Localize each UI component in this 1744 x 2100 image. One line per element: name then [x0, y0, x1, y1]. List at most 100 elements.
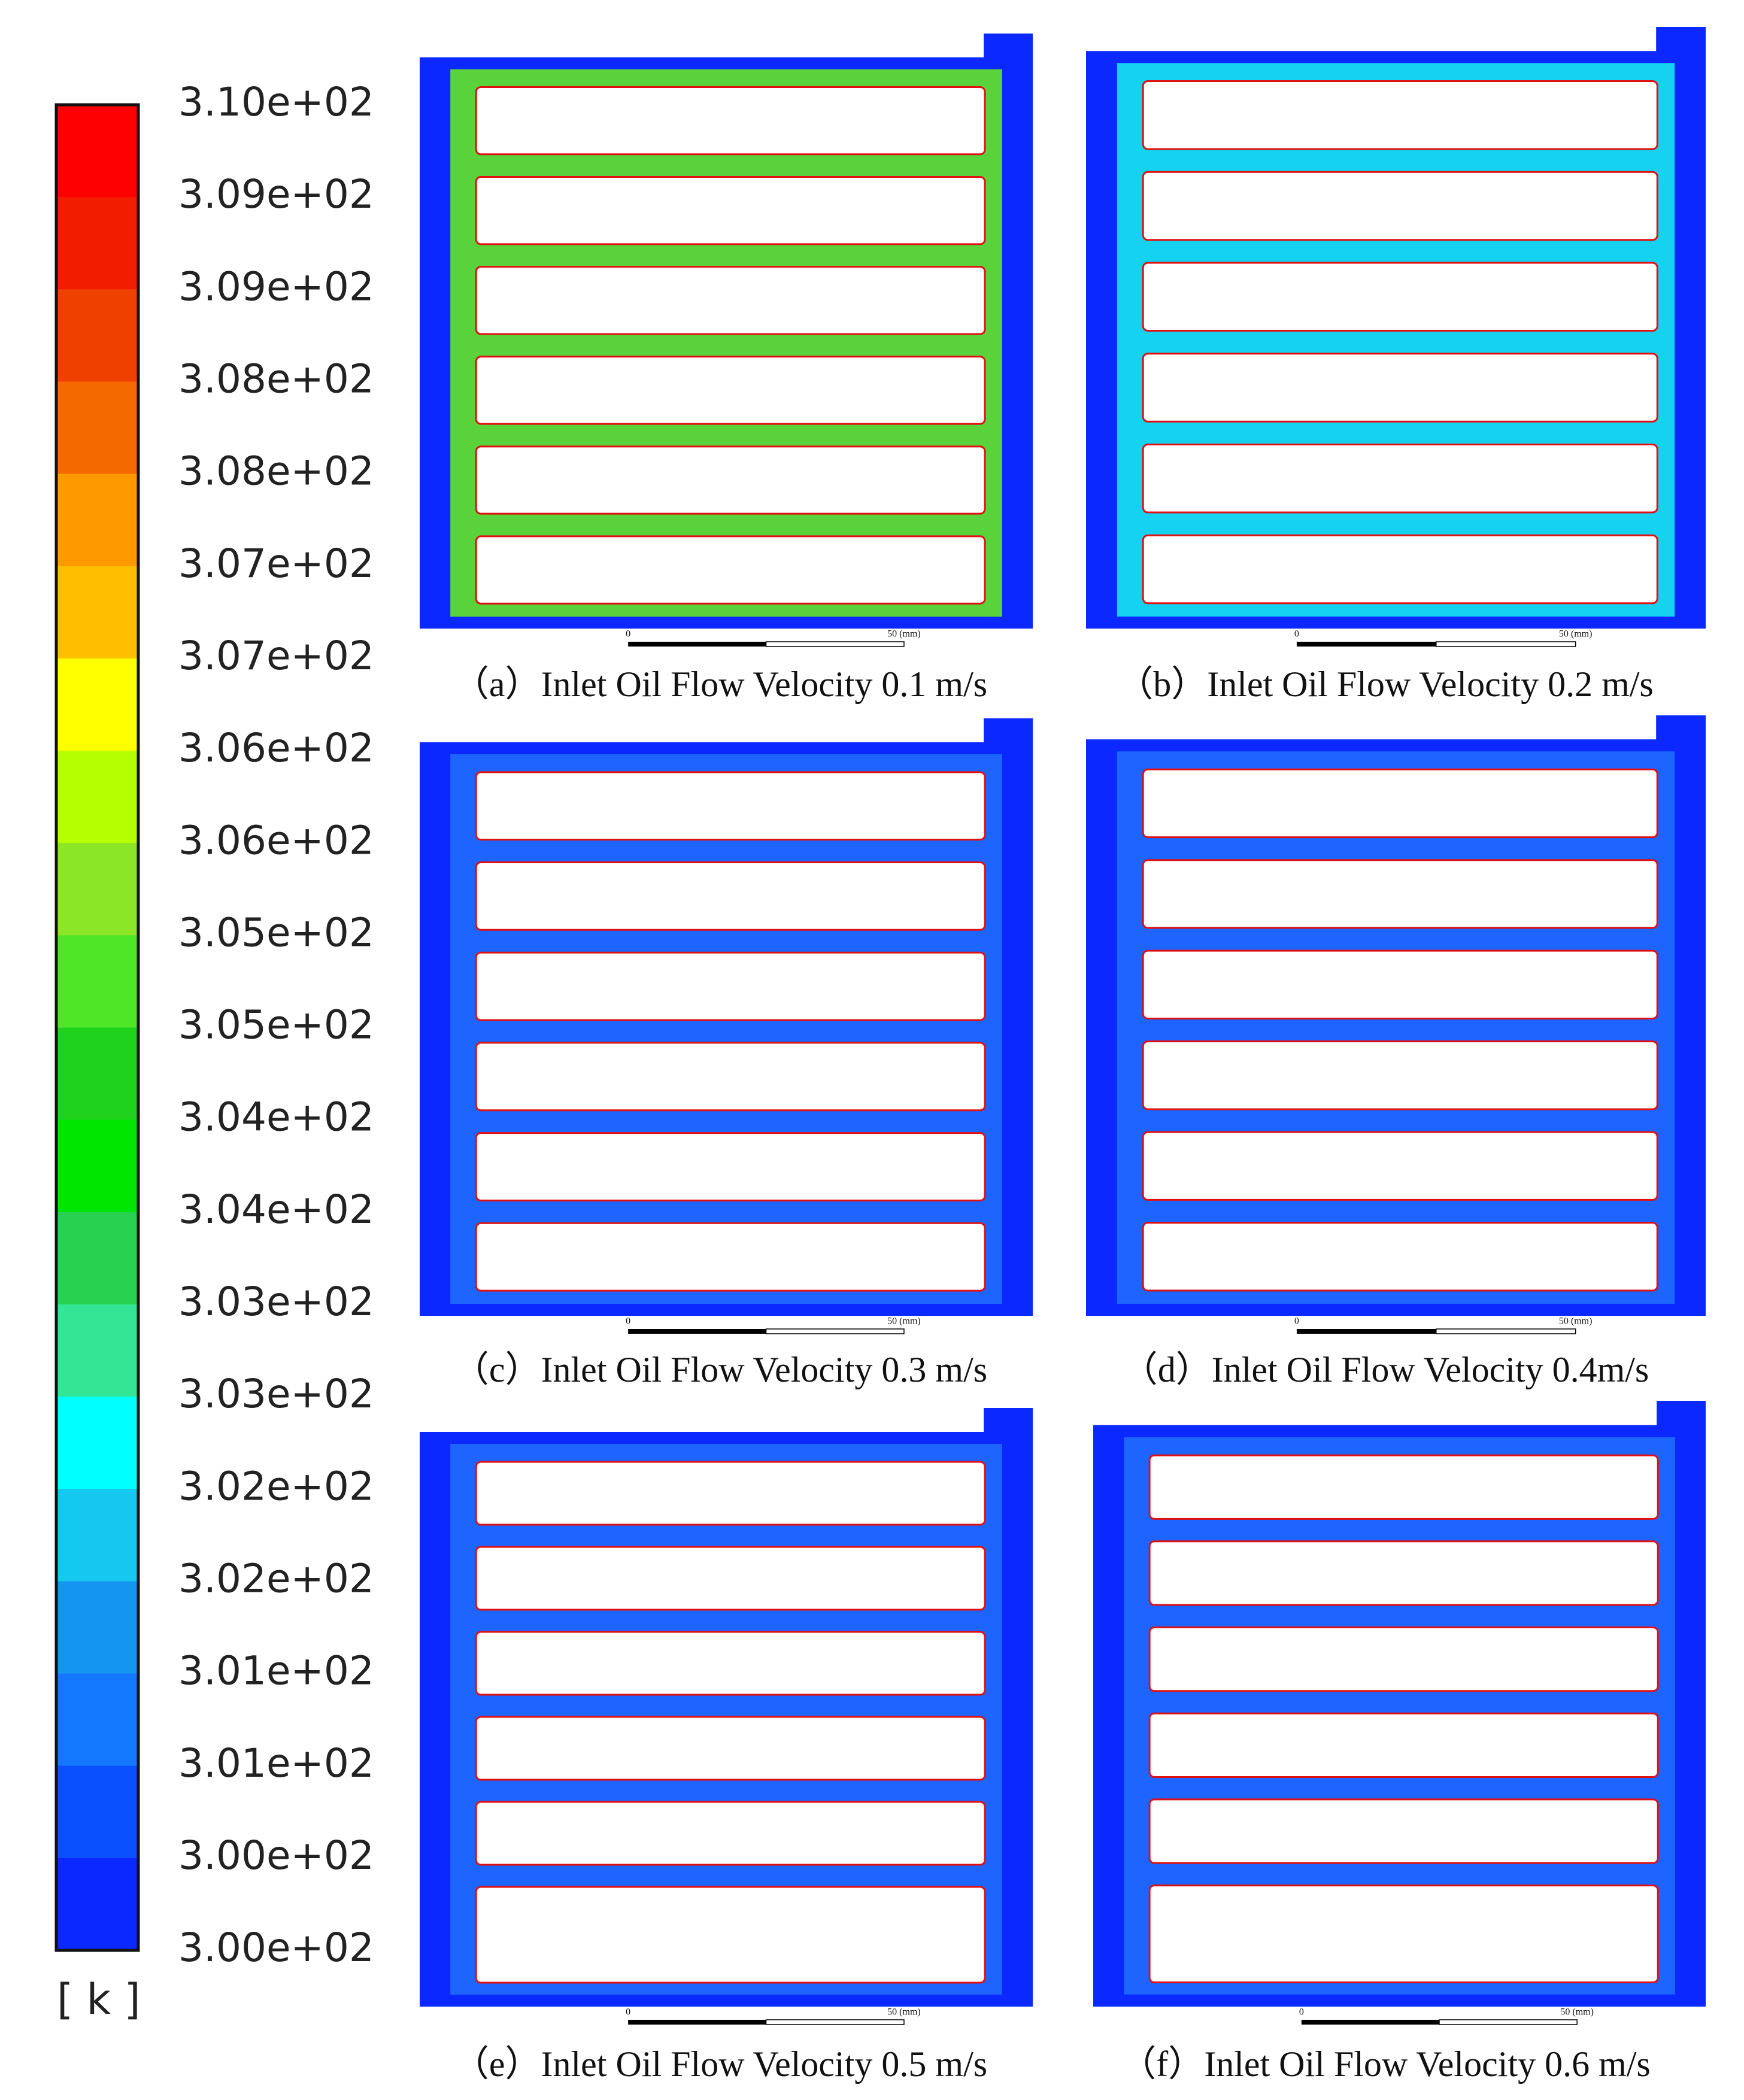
colorbar-label: 3.03e+02: [178, 1371, 374, 1417]
plate: [475, 1801, 986, 1866]
plate: [475, 1461, 986, 1526]
panel-caption: （e）Inlet Oil Flow Velocity 0.5 m/s: [453, 2044, 987, 2084]
plate: [475, 1886, 986, 1984]
plate: [1142, 1131, 1658, 1201]
colorbar-label: 3.01e+02: [178, 1648, 374, 1694]
bottom-strip: [468, 629, 1033, 653]
colorbar-unit: [ k ]: [57, 1975, 141, 2024]
scale-start: 0: [626, 1316, 630, 1327]
plate: [1148, 1540, 1659, 1606]
plate: [475, 535, 986, 605]
colorbar-band: [56, 197, 138, 290]
plate: [475, 951, 986, 1021]
plate: [1142, 353, 1658, 423]
plate: [475, 1042, 986, 1112]
plate: [1142, 262, 1658, 332]
plate: [1142, 1222, 1658, 1292]
panel-caption: （d）Inlet Oil Flow Velocity 0.4m/s: [1122, 1350, 1649, 1389]
bottom-strip: [1142, 2007, 1706, 2031]
colorbar-band: [56, 1765, 138, 1859]
colorbar-band: [56, 1858, 138, 1951]
panel-caption: （a）Inlet Oil Flow Velocity 0.1 m/s: [453, 664, 987, 704]
contour-panel: 0 50 (mm): [420, 1408, 1033, 2031]
scale-start: 0: [1294, 629, 1299, 639]
bottom-strip: [1135, 629, 1706, 653]
colorbar-label: 3.06e+02: [178, 725, 374, 771]
panel-caption: （c）Inlet Oil Flow Velocity 0.3 m/s: [453, 1350, 987, 1389]
scale-bar-black: [1296, 642, 1436, 647]
colorbar-band: [56, 1489, 138, 1582]
scale-end: 50 (mm): [1560, 2007, 1594, 2017]
colorbar-band: [56, 1212, 138, 1305]
contour-panel: 0 50 (mm): [1086, 27, 1706, 653]
colorbar-band: [56, 1397, 138, 1489]
scale-end: 50 (mm): [887, 629, 921, 639]
scale-bar-white: [1436, 1328, 1576, 1334]
plate: [1142, 534, 1658, 605]
plate: [475, 861, 986, 931]
channel-region: [450, 69, 1002, 617]
scale-bar-white: [765, 641, 905, 647]
colorbar-band: [56, 566, 138, 659]
bottom-strip: [468, 1316, 1033, 1340]
bottom-strip: [468, 2007, 1033, 2031]
colorbar-band: [56, 658, 138, 751]
colorbar-label: 3.08e+02: [178, 448, 374, 494]
panel-caption: （f）Inlet Oil Flow Velocity 0.6 m/s: [1120, 2044, 1651, 2084]
scale-bar-white: [765, 1328, 905, 1334]
channel-region: [1117, 751, 1675, 1304]
colorbar-band: [56, 1304, 138, 1397]
plate: [475, 86, 986, 156]
colorbar-frame: [54, 103, 140, 1952]
contour-panel: 0 50 (mm): [420, 718, 1033, 1340]
scale-bar-white: [765, 2019, 905, 2025]
plate: [1142, 443, 1658, 514]
colorbar-band: [56, 289, 138, 382]
plate: [1142, 768, 1658, 839]
colorbar-label: 3.00e+02: [178, 1925, 374, 1971]
plate: [475, 1222, 986, 1292]
plate: [1148, 1712, 1659, 1778]
contour-panel: 0 50 (mm): [1086, 715, 1706, 1340]
colorbar-band: [56, 1027, 138, 1121]
scale-bar-black: [628, 642, 766, 647]
plate: [1148, 1626, 1659, 1692]
scale-start: 0: [1299, 2007, 1304, 2017]
colorbar-band: [56, 751, 138, 843]
colorbar-band: [56, 843, 138, 936]
plate: [1142, 80, 1658, 150]
plate: [475, 1132, 986, 1201]
scale-bar-black: [1301, 2020, 1439, 2025]
scale-start: 0: [1294, 1316, 1299, 1327]
colorbar-band: [56, 381, 138, 475]
colorbar-label: 3.09e+02: [178, 171, 374, 217]
colorbar-label: 3.10e+02: [178, 79, 374, 125]
plate: [475, 176, 986, 245]
scale-start: 0: [626, 2007, 630, 2017]
plate: [1142, 949, 1658, 1020]
colorbar-label: 3.02e+02: [178, 1555, 374, 1601]
colorbar-label: 3.02e+02: [178, 1463, 374, 1509]
plate: [1148, 1884, 1659, 1984]
channel-region: [450, 754, 1002, 1304]
colorbar-band: [56, 105, 138, 198]
scale-bar-black: [1296, 1329, 1436, 1334]
scale-bar-white: [1436, 641, 1576, 647]
colorbar-label: 3.05e+02: [178, 909, 374, 955]
colorbar-label: 3.07e+02: [178, 541, 374, 587]
colorbar-band: [56, 1673, 138, 1767]
colorbar-label: 3.06e+02: [178, 817, 374, 863]
plate: [1142, 171, 1658, 241]
colorbar-label: 3.04e+02: [178, 1094, 374, 1140]
colorbar-band: [56, 1119, 138, 1213]
scale-end: 50 (mm): [1559, 629, 1593, 639]
plate: [475, 1631, 986, 1696]
panel-caption: （b）Inlet Oil Flow Velocity 0.2 m/s: [1117, 664, 1654, 704]
plate: [475, 1546, 986, 1611]
colorbar-band: [56, 935, 138, 1028]
scale-end: 50 (mm): [887, 1316, 921, 1327]
scale-bar-black: [628, 1329, 766, 1334]
plate: [475, 445, 986, 515]
